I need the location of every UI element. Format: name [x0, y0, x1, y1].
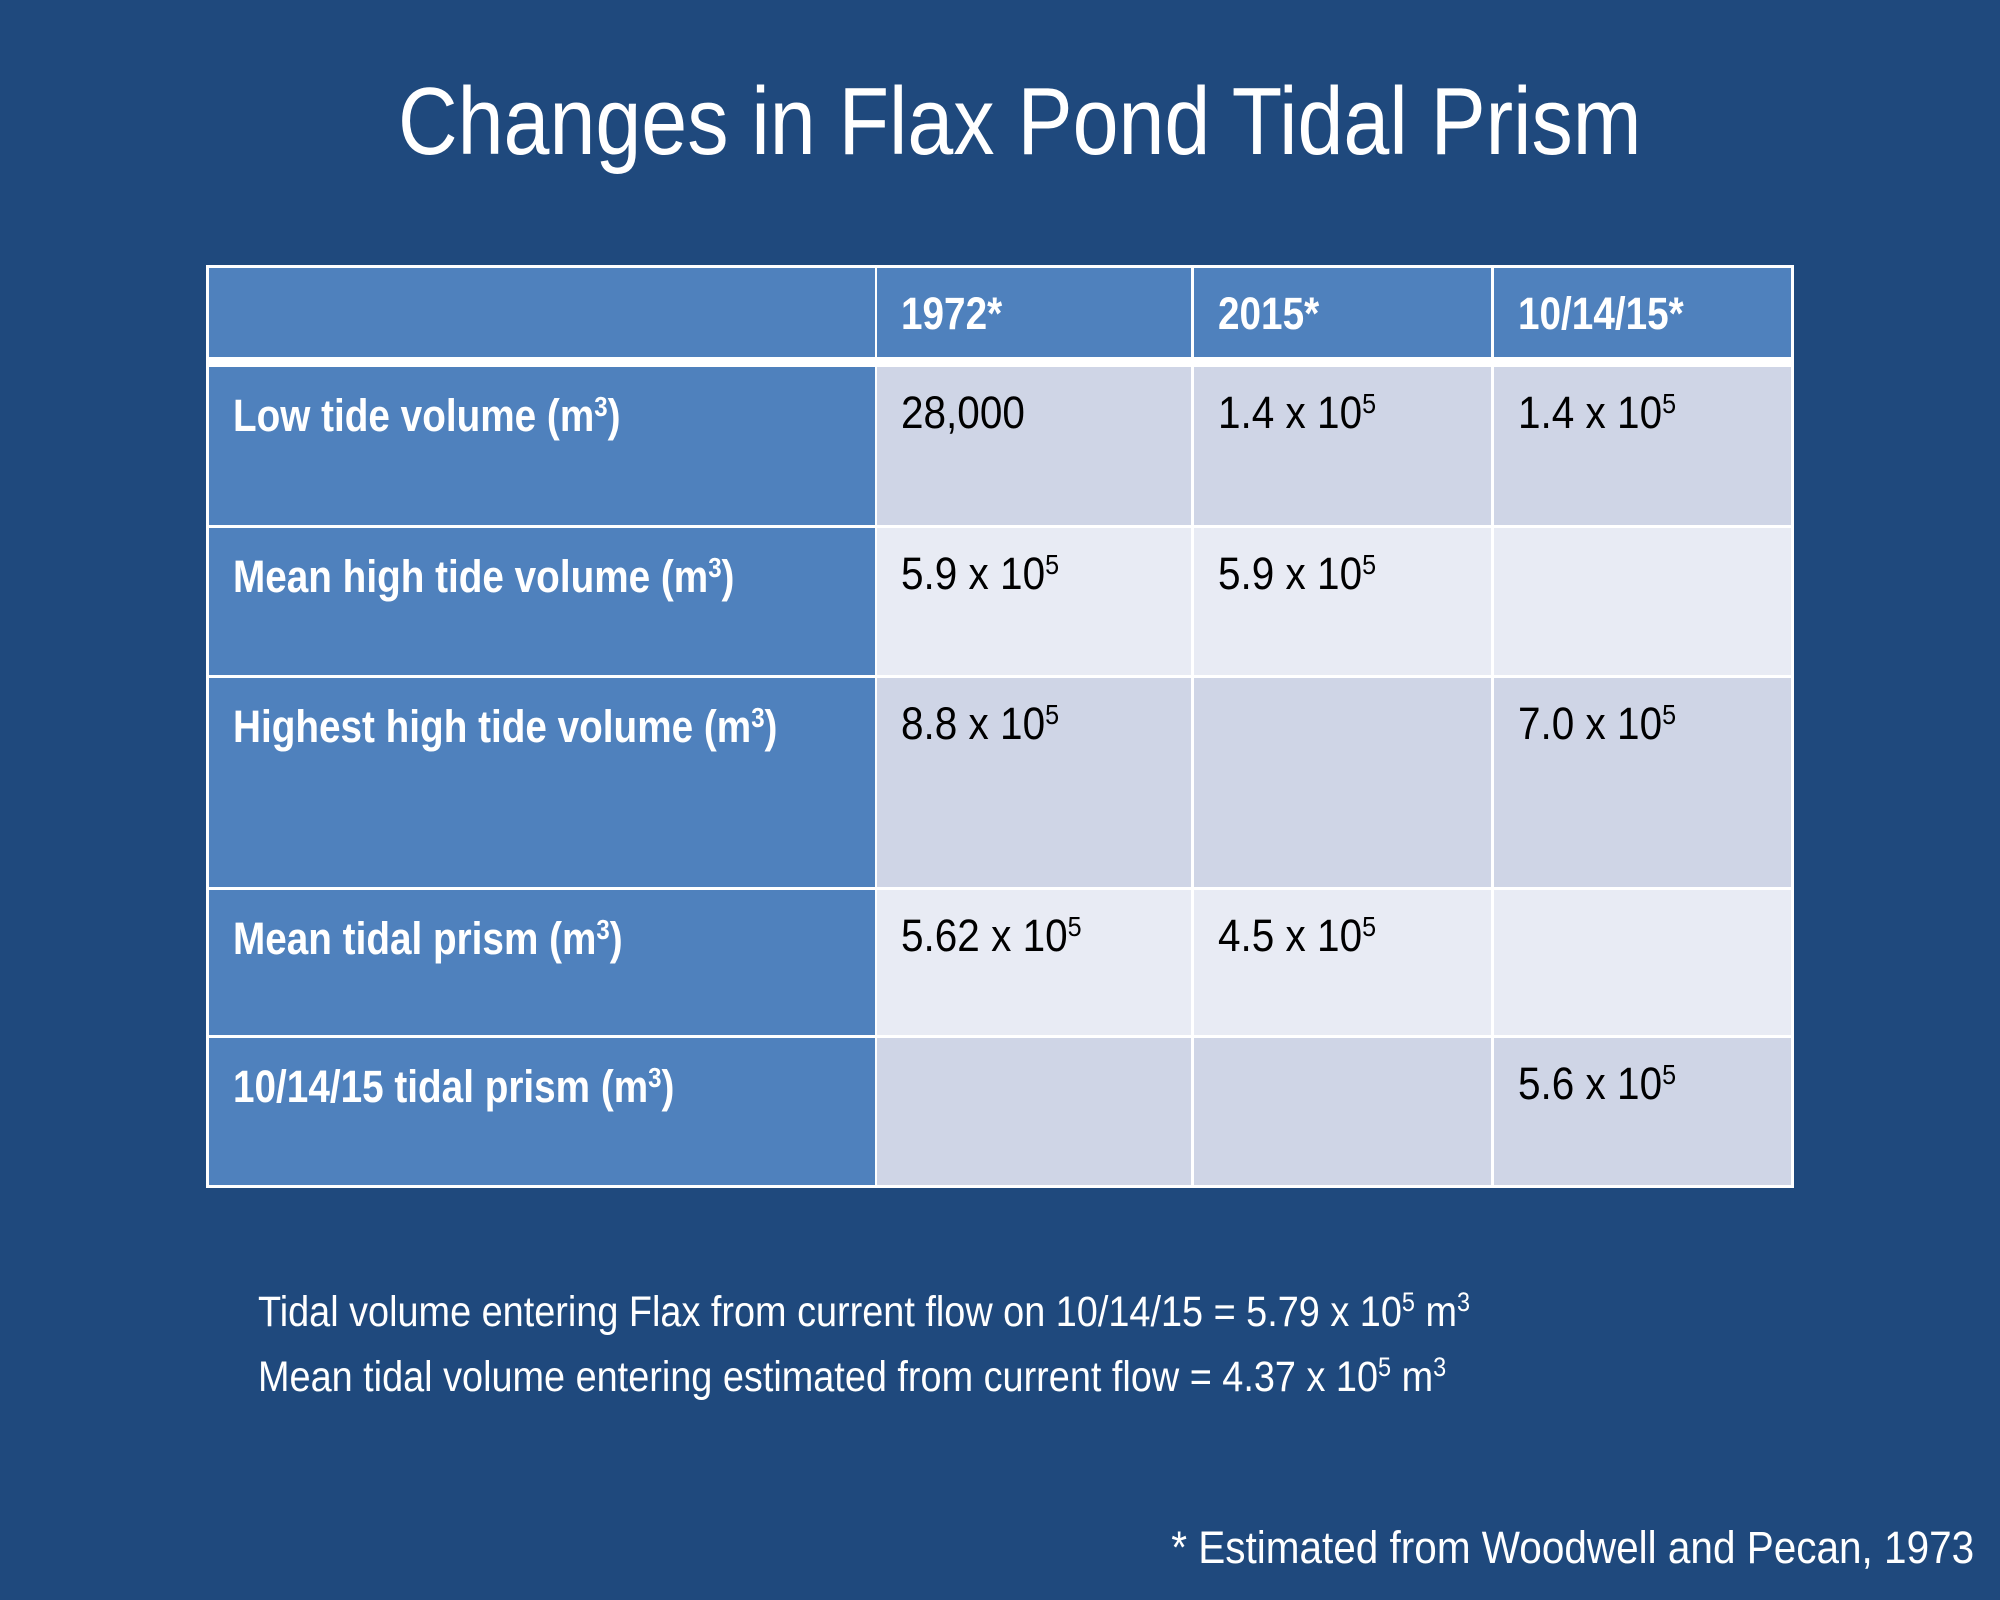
- header-cell-1972: 1972*: [877, 268, 1191, 357]
- tidal-prism-table: 1972* 2015* 10/14/15* Low tide volume (m…: [206, 265, 1794, 1188]
- column-header: 10/14/15*: [1518, 288, 1684, 339]
- table-cell: [877, 1038, 1191, 1185]
- row-label-101415-tidal-prism: 10/14/15 tidal prism (m3): [209, 1038, 875, 1185]
- row-label-low-tide: Low tide volume (m3): [209, 367, 875, 525]
- table-cell: 5.9 x 105: [877, 528, 1191, 675]
- summary-line-1: Tidal volume entering Flax from current …: [258, 1287, 1471, 1336]
- table-cell: 5.9 x 105: [1194, 528, 1491, 675]
- table-cell: 1.4 x 105: [1494, 367, 1791, 525]
- header-cell-blank: [209, 268, 875, 357]
- table-cell: 7.0 x 105: [1494, 678, 1791, 887]
- table-cell: 1.4 x 105: [1194, 367, 1491, 525]
- table-cell: 5.6 x 105: [1494, 1038, 1791, 1185]
- row-label-mean-high-tide: Mean high tide volume (m3): [209, 528, 875, 675]
- table-cell: [1494, 528, 1791, 675]
- column-header: 2015*: [1218, 288, 1320, 339]
- table-cell: [1194, 1038, 1491, 1185]
- tidal-volume-summary: Tidal volume entering Flax from current …: [258, 1282, 1470, 1412]
- table-cell: [1494, 890, 1791, 1035]
- summary-line-2: Mean tidal volume entering estimated fro…: [258, 1352, 1447, 1401]
- table-cell: 5.62 x 105: [877, 890, 1191, 1035]
- table-cell: [1194, 678, 1491, 887]
- table-cell: 8.8 x 105: [877, 678, 1191, 887]
- table-cell: 4.5 x 105: [1194, 890, 1491, 1035]
- source-footnote: * Estimated from Woodwell and Pecan, 197…: [1171, 1522, 1974, 1573]
- row-label-highest-high-tide: Highest high tide volume (m3): [209, 678, 875, 887]
- slide-title: Changes in Flax Pond Tidal Prism: [398, 68, 1642, 175]
- row-label-mean-tidal-prism: Mean tidal prism (m3): [209, 890, 875, 1035]
- table-cell: 28,000: [877, 367, 1191, 525]
- header-cell-101415: 10/14/15*: [1494, 268, 1791, 357]
- column-header: 1972*: [901, 288, 1003, 339]
- header-cell-2015: 2015*: [1194, 268, 1491, 357]
